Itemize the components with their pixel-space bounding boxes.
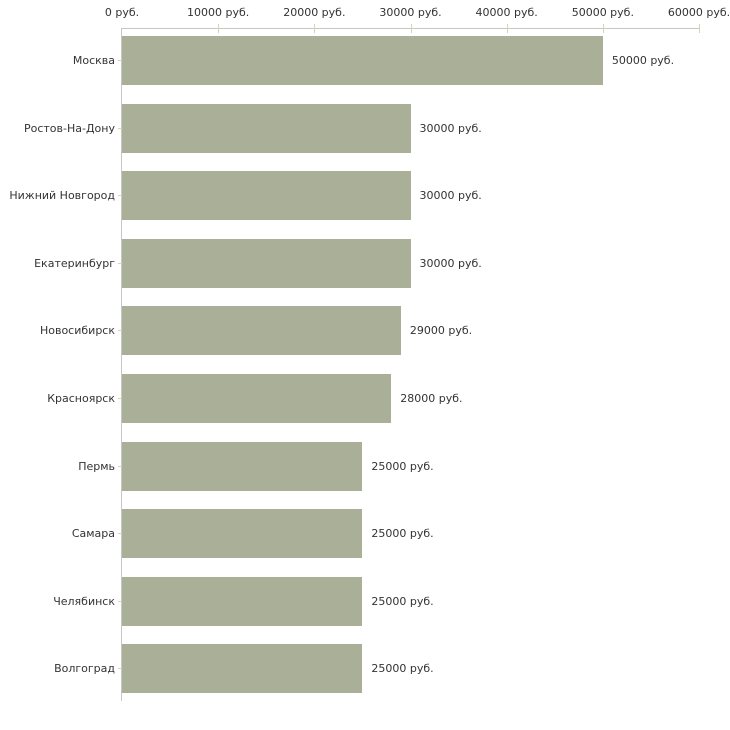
category-tick-mark [118, 600, 122, 602]
category-label: Самара [71, 527, 115, 541]
category-tick-mark [118, 195, 122, 197]
x-axis-tick-label: 0 руб. [104, 6, 140, 19]
bar-row-chelyabinsk: Челябинск 25000 руб. [53, 576, 699, 645]
x-axis-tick-label: 50000 руб. [571, 6, 634, 19]
value-label: 28000 руб. [400, 391, 463, 405]
x-axis-tick-mark [314, 24, 316, 33]
category-tick-mark [118, 533, 122, 535]
bar [122, 576, 363, 626]
category-label: Волгоград [54, 662, 115, 676]
bar-row-ekaterinburg: Екатеринбург 30000 руб. [34, 238, 699, 307]
bar-row-novosibirsk: Новосибирск 29000 руб. [40, 306, 699, 374]
value-label: 25000 руб. [371, 594, 434, 608]
bar [122, 509, 363, 559]
category-label: Новосибирск [39, 324, 115, 338]
category-tick-mark [118, 397, 122, 399]
value-label: 25000 руб. [371, 527, 434, 541]
x-axis-tick-label: 10000 руб. [187, 6, 250, 19]
x-axis-tick-mark [506, 24, 508, 33]
category-label: Пермь [78, 459, 115, 473]
value-label: 30000 руб. [419, 189, 482, 203]
x-axis-tick-label: 30000 руб. [379, 6, 442, 19]
value-label: 25000 руб. [371, 459, 434, 473]
x-axis-tick-mark [410, 24, 412, 33]
bar [122, 171, 411, 221]
category-tick-mark [118, 60, 122, 61]
x-axis-tick-label: 60000 руб. [667, 6, 730, 19]
category-label: Красноярск [47, 391, 115, 405]
bar-row-samara: Самара 25000 руб. [72, 509, 699, 577]
x-axis-tick-mark [699, 24, 700, 33]
bar-row-perm: Пермь 25000 руб. [78, 441, 699, 510]
bar-row-moskva: Москва 50000 руб. [73, 36, 699, 104]
category-tick-mark [118, 330, 122, 332]
bar [122, 441, 363, 491]
bar [122, 238, 411, 288]
bar-row-rostov-na-donu: Ростов-На-Дону 30000 руб. [24, 103, 699, 172]
category-tick-mark [118, 262, 122, 264]
plot-area: 0 руб. 10000 руб. 20000 руб. 30000 руб. … [9, 6, 730, 701]
value-label: 30000 руб. [419, 121, 482, 135]
x-axis-tick-mark [602, 24, 604, 33]
category-label: Екатеринбург [34, 256, 115, 270]
value-label: 30000 руб. [419, 256, 482, 270]
category-label: Ростов-На-Дону [23, 121, 115, 135]
category-label: Москва [72, 54, 115, 67]
bar-row-krasnoyarsk: Красноярск 28000 руб. [47, 373, 699, 442]
category-tick-mark [118, 668, 122, 670]
value-label: 29000 руб. [409, 324, 473, 338]
bar [122, 373, 392, 423]
bar [122, 644, 363, 694]
bar [122, 306, 401, 356]
bar [122, 36, 603, 85]
x-axis-tick-mark [218, 24, 220, 33]
bar-row-nizhniy-novgorod: Нижний Новгород 30000 руб. [9, 171, 699, 239]
category-tick-mark [118, 127, 122, 129]
category-label: Нижний Новгород [9, 189, 115, 203]
bar-row-volgograd: Волгоград 25000 руб. [54, 644, 699, 712]
value-label: 25000 руб. [371, 662, 434, 676]
x-axis-tick-label: 40000 руб. [475, 6, 538, 19]
bar [122, 103, 411, 153]
value-label: 50000 руб. [611, 54, 675, 67]
category-label: Челябинск [53, 594, 115, 608]
bar-rows: Москва 50000 руб. Ростов-На-Дону 30000 р… [9, 29, 699, 712]
category-tick-mark [118, 465, 122, 467]
x-axis-tick-label: 20000 руб. [283, 6, 346, 19]
